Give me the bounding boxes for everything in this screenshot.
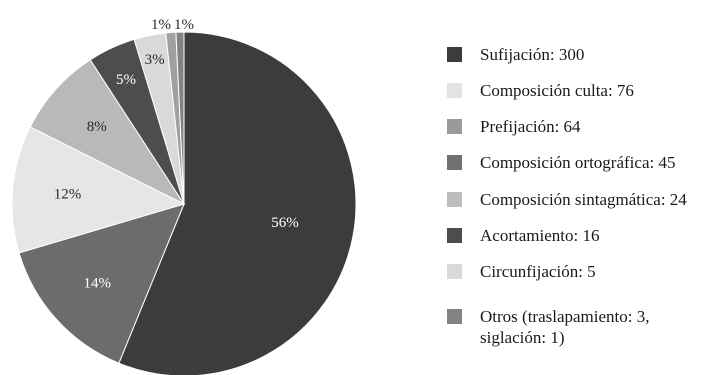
legend-label: Acortamiento: 16	[480, 226, 600, 245]
pie-percent-label-0: 56%	[271, 215, 299, 231]
pie-percent-label-7: 1%	[174, 17, 194, 33]
legend-item-3: Composición ortográfica: 45	[447, 152, 675, 173]
pie-percent-label-6: 1%	[151, 17, 171, 33]
pie-slice-3	[29, 59, 186, 206]
legend-label: Prefijación: 64	[480, 117, 581, 136]
legend-item-4: Composición sintagmática: 24	[447, 189, 687, 210]
legend-item-0: Sufijación: 300	[447, 44, 584, 65]
legend-swatch	[447, 47, 462, 62]
pie-chart: 56% 14% 12% 8% 5% 3% 1% 1%	[11, 17, 357, 375]
legend-swatch	[447, 155, 462, 170]
pie-percent-labels: 56% 14% 12% 8% 5% 3% 1% 1%	[54, 17, 299, 291]
legend-label: Otros (traslapamiento: 3, siglación: 1)	[480, 307, 650, 347]
legend-item-7: Otros (traslapamiento: 3, siglación: 1)	[447, 306, 650, 348]
pie-slice-2	[11, 126, 186, 254]
legend-label: Composición culta: 76	[480, 81, 634, 100]
pie-slice-7	[175, 31, 185, 205]
legend-label: Composición ortográfica: 45	[480, 153, 676, 172]
legend-item-5: Acortamiento: 16	[447, 225, 599, 246]
legend-item-1: Composición culta: 76	[447, 80, 634, 101]
pie-slice-1	[18, 203, 185, 364]
pie-percent-label-5: 3%	[145, 52, 165, 68]
pie-percent-label-1: 14%	[84, 275, 112, 291]
legend-swatch	[447, 228, 462, 243]
legend-swatch	[447, 264, 462, 279]
legend-label: Circunfijación: 5	[480, 262, 596, 281]
legend-label: Composición sintagmática: 24	[480, 190, 687, 209]
legend-item-6: Circunfijación: 5	[447, 261, 596, 282]
pie-percent-label-2: 12%	[54, 187, 82, 203]
pie-percent-label-4: 5%	[116, 72, 136, 88]
legend-item-2: Prefijación: 64	[447, 116, 581, 137]
legend-swatch	[447, 83, 462, 98]
legend-swatch	[447, 119, 462, 134]
pie-percent-label-3: 8%	[87, 119, 107, 135]
legend-swatch	[447, 192, 462, 207]
legend-label: Sufijación: 300	[480, 45, 585, 64]
legend-swatch	[447, 309, 462, 324]
pie-slices	[11, 31, 357, 375]
